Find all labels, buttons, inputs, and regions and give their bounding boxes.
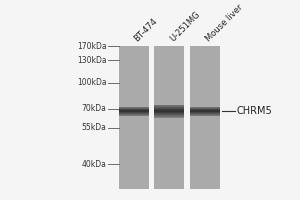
Bar	[154, 105, 184, 106]
Text: 130kDa: 130kDa	[77, 56, 107, 65]
Bar	[118, 111, 148, 112]
Bar	[154, 112, 184, 113]
Bar	[154, 108, 184, 109]
Bar	[154, 106, 184, 107]
Bar	[118, 115, 148, 116]
Bar	[190, 107, 220, 108]
Bar	[154, 115, 184, 116]
Bar	[118, 114, 148, 115]
Bar	[190, 111, 220, 112]
Bar	[154, 116, 184, 117]
Bar	[190, 115, 220, 116]
Bar	[118, 108, 148, 109]
Bar	[154, 114, 184, 115]
Bar	[118, 107, 148, 108]
Bar	[154, 107, 184, 108]
Text: Mouse liver: Mouse liver	[204, 3, 244, 43]
Bar	[154, 113, 184, 114]
Bar	[190, 113, 220, 114]
Text: 70kDa: 70kDa	[82, 104, 107, 113]
Bar	[154, 109, 184, 110]
Bar	[118, 110, 148, 111]
Text: 170kDa: 170kDa	[77, 42, 107, 51]
Bar	[154, 46, 184, 189]
Bar	[118, 113, 148, 114]
Bar	[118, 112, 148, 113]
Text: CHRM5: CHRM5	[237, 106, 272, 116]
Bar	[190, 114, 220, 115]
Bar	[118, 109, 148, 110]
Text: 55kDa: 55kDa	[82, 123, 107, 132]
Bar	[118, 46, 148, 189]
Bar	[154, 117, 184, 118]
Bar	[190, 110, 220, 111]
Bar	[190, 109, 220, 110]
Bar	[190, 112, 220, 113]
Text: 100kDa: 100kDa	[77, 78, 107, 87]
Bar	[154, 111, 184, 112]
Bar	[154, 110, 184, 111]
Bar	[190, 46, 220, 189]
Bar	[190, 108, 220, 109]
Text: 40kDa: 40kDa	[82, 160, 107, 169]
Text: U-251MG: U-251MG	[168, 10, 202, 43]
Text: BT-474: BT-474	[132, 17, 159, 43]
